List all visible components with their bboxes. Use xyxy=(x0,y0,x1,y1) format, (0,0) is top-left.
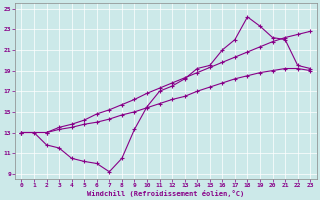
X-axis label: Windchill (Refroidissement éolien,°C): Windchill (Refroidissement éolien,°C) xyxy=(87,190,244,197)
